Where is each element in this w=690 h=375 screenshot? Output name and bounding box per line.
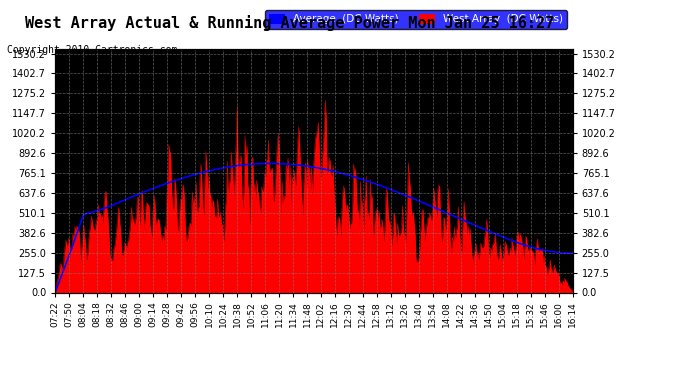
Text: West Array Actual & Running Average Power Mon Jan 25 16:27: West Array Actual & Running Average Powe…	[25, 15, 555, 31]
Legend: Average  (DC Watts), West Array  (DC Watts): Average (DC Watts), West Array (DC Watts…	[265, 10, 567, 28]
Text: Copyright 2010 Cartronics.com: Copyright 2010 Cartronics.com	[7, 45, 177, 55]
